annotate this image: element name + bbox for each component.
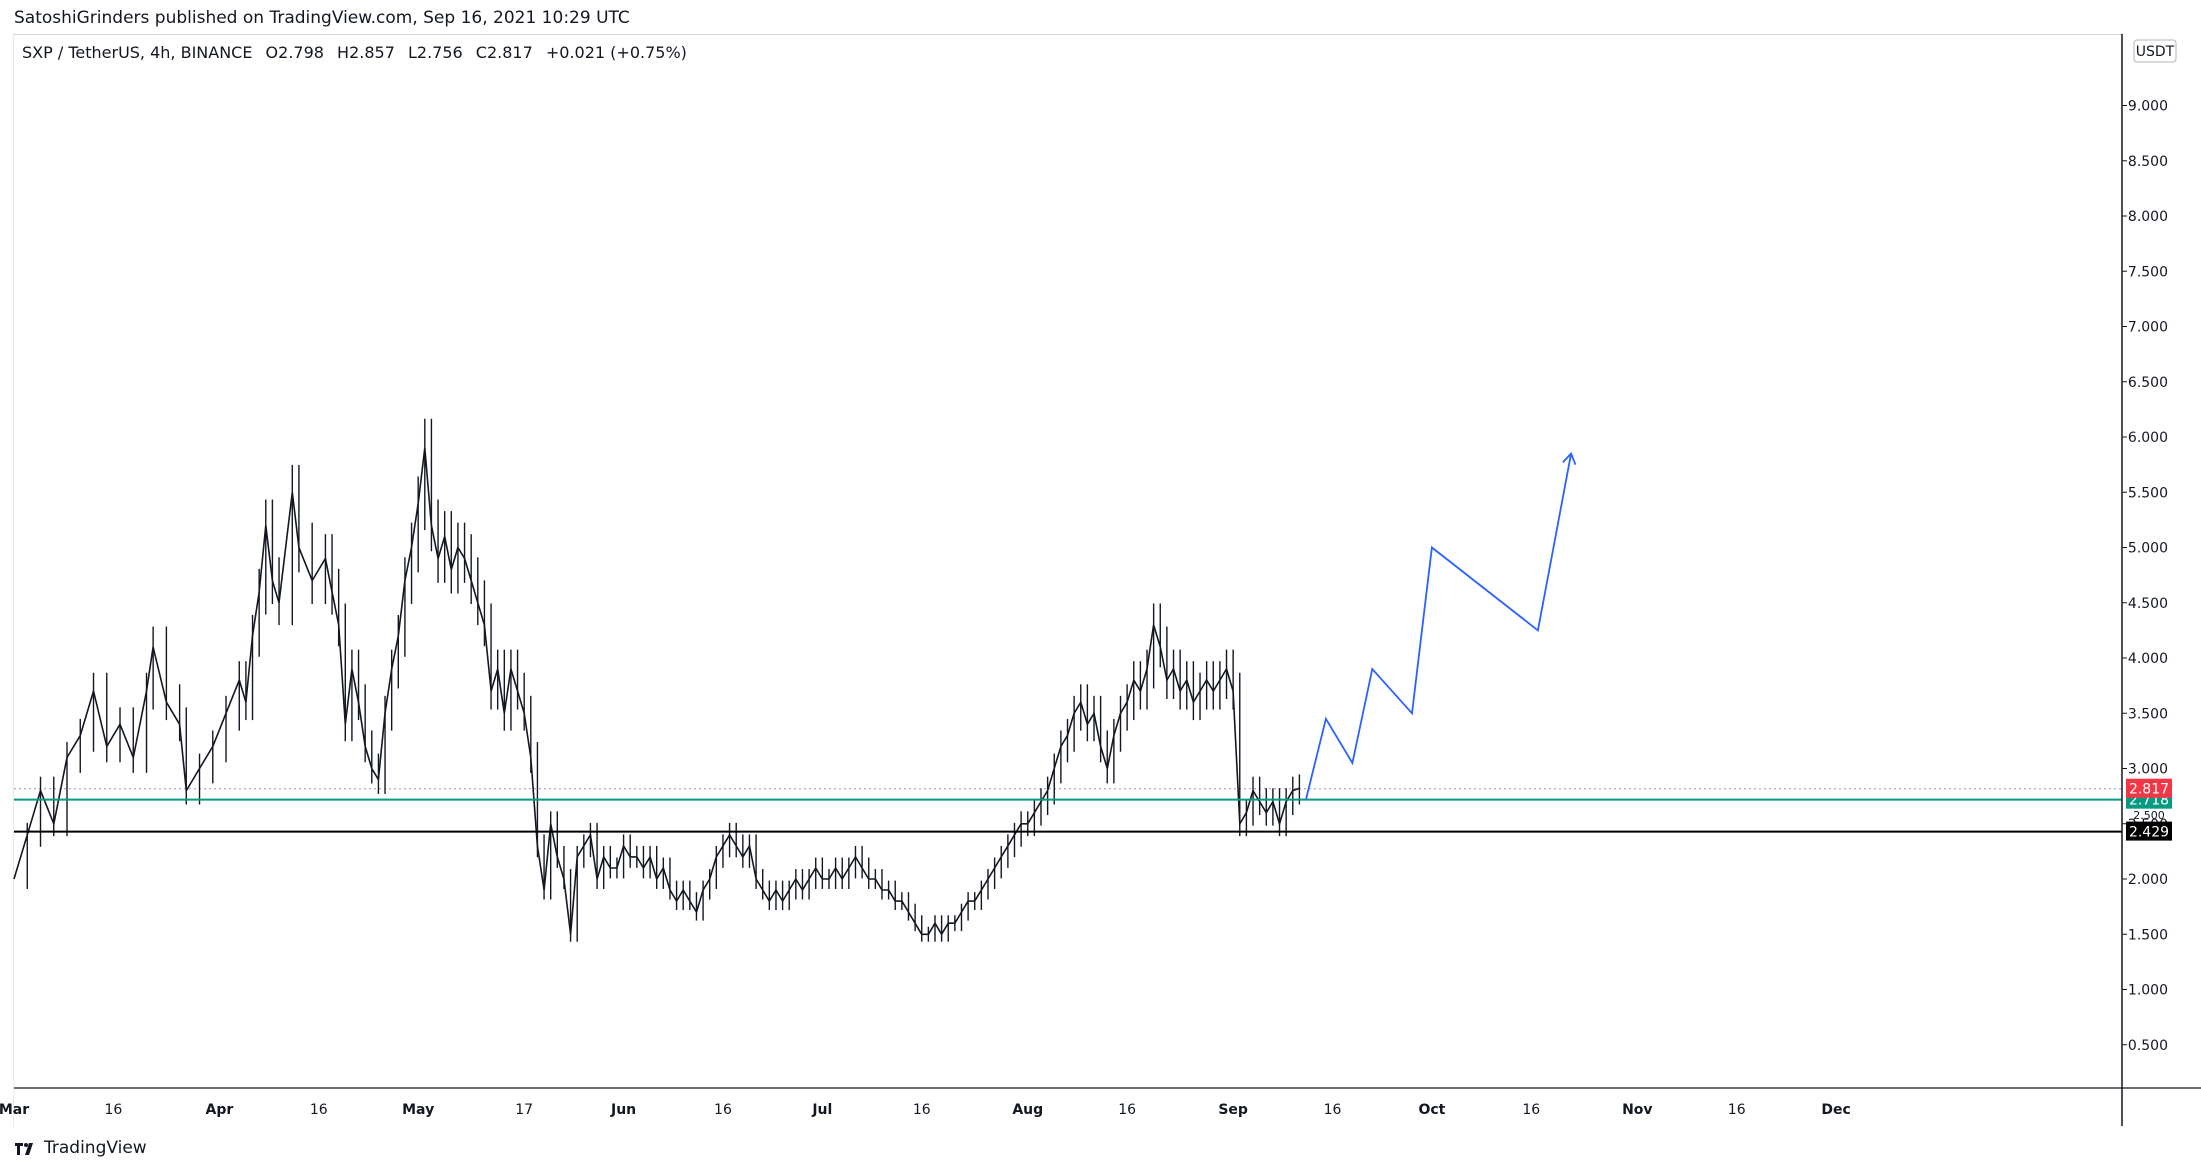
y-tick-label: 3.000 [2128, 762, 2168, 778]
y-tick-label: 4.500 [2128, 596, 2168, 612]
y-tick-label: 1.500 [2128, 927, 2168, 943]
projection-path [1305, 453, 1572, 800]
y-tick-label: 5.500 [2128, 485, 2168, 501]
x-tick-label: 16 [1522, 1102, 1540, 1118]
x-tick-label: 16 [310, 1102, 328, 1118]
x-tick-label: 16 [714, 1102, 732, 1118]
symbol-legend: SXP / TetherUS, 4h, BINANCE O2.798 H2.85… [22, 43, 695, 62]
legend-close: C2.817 [475, 43, 533, 62]
x-tick-label: 17 [515, 1102, 533, 1118]
x-tick-label: 16 [1728, 1102, 1746, 1118]
y-tick-label: 5.000 [2128, 541, 2168, 557]
y-tick-label: 6.500 [2128, 375, 2168, 391]
y-tick-label: 2.000 [2128, 872, 2168, 888]
price-axis: USDT 9.000 8.500 8.000 7.500 7.000 6.500 6.000 5… [2121, 34, 2177, 1126]
projection-arrowhead [1562, 451, 1577, 466]
x-tick-label: 16 [913, 1102, 931, 1118]
price-series-layer [13, 418, 1301, 942]
x-tick-label: 16 [1118, 1102, 1136, 1118]
last-price-label: 2.817 [2129, 782, 2169, 798]
currency-label: USDT [2136, 44, 2175, 60]
x-tick-label: Jun [610, 1102, 636, 1118]
y-tick-label: 9.000 [2128, 99, 2168, 115]
y-tick-label: 7.500 [2128, 264, 2168, 280]
x-tick-label: Nov [1622, 1102, 1652, 1118]
x-tick-label: Dec [1821, 1102, 1850, 1118]
hidden-tick-label: 2.500 [2133, 809, 2165, 822]
projection-layer [1305, 451, 1577, 800]
x-tick-label: Aug [1012, 1102, 1043, 1118]
x-tick-label: Oct [1418, 1102, 1445, 1118]
x-tick-label: Mar [0, 1102, 29, 1118]
y-tick-label: 1.000 [2128, 983, 2168, 999]
currency-tag [2133, 39, 2177, 63]
last-price-tag [2126, 778, 2172, 798]
x-tick-label: Sep [1218, 1102, 1248, 1118]
legend-high: H2.857 [337, 43, 395, 62]
x-tick-label: Apr [206, 1102, 234, 1118]
price-close-line [13, 447, 1300, 936]
legend-change: +0.021 (+0.75%) [545, 43, 687, 62]
x-tick-label: Jul [811, 1102, 832, 1118]
y-tick-label: 8.000 [2128, 209, 2168, 225]
legend-symbol[interactable]: SXP / TetherUS, 4h, BINANCE [22, 43, 253, 62]
time-axis: Mar 16 Apr 16 May 17 Jun 16 Jul 16 Aug 16 Sep 16 Oct 16… [0, 1087, 2201, 1118]
y-tick-label: 7.000 [2128, 320, 2168, 336]
y-tick-label: 4.000 [2128, 651, 2168, 667]
tradingview-footer[interactable]: TradingView [14, 1138, 147, 1158]
y-tick-label: 0.500 [2128, 1038, 2168, 1054]
chart-pane[interactable] [13, 34, 2123, 1127]
y-tick-label: 6.000 [2128, 430, 2168, 446]
support-levels-layer [14, 798, 2122, 833]
x-tick-label: May [402, 1102, 434, 1118]
publish-info: SatoshiGrinders published on TradingView… [14, 8, 630, 28]
support-price-tag [2126, 821, 2172, 841]
legend-open: O2.798 [265, 43, 324, 62]
support-price-label: 2.429 [2129, 825, 2169, 841]
y-tick-label: 3.500 [2128, 706, 2168, 722]
y-tick-label: 8.500 [2128, 154, 2168, 170]
x-tick-label: 16 [104, 1102, 122, 1118]
tradingview-logo-icon [15, 1143, 33, 1155]
legend-low: L2.756 [407, 43, 463, 62]
x-tick-label: 16 [1324, 1102, 1342, 1118]
footer-brand: TradingView [44, 1138, 147, 1158]
